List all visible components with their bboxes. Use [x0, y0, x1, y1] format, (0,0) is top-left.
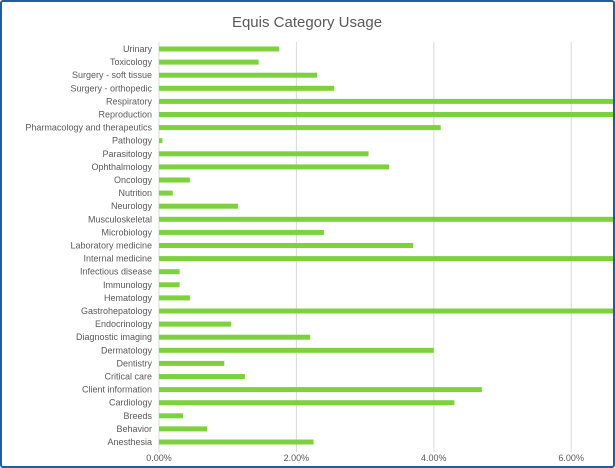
category-label: Dentistry — [116, 358, 152, 368]
bar — [159, 347, 434, 353]
bar — [159, 59, 259, 65]
category-label: Endocrinology — [95, 319, 153, 329]
category-label: Client information — [82, 385, 152, 395]
x-tick-labels: 0.00%2.00%4.00%6.00%8.00%10.00%12.00% — [146, 453, 584, 463]
bar — [159, 72, 318, 78]
bar — [159, 282, 180, 288]
category-label: Breeds — [123, 411, 152, 421]
bar — [159, 98, 613, 104]
bar — [159, 256, 613, 262]
category-label: Infectious disease — [80, 267, 152, 277]
bar — [159, 203, 239, 209]
bar — [159, 138, 163, 144]
category-label: Behavior — [116, 424, 152, 434]
category-label: Diagnostic imaging — [76, 332, 152, 342]
bar — [159, 426, 208, 432]
bar — [159, 387, 482, 393]
category-label: Urinary — [123, 44, 153, 54]
bar — [159, 360, 225, 366]
x-tick-label: 2.00% — [284, 453, 310, 463]
bar — [159, 112, 613, 117]
category-label: Critical care — [104, 372, 152, 382]
category-label: Musculoskeletal — [88, 214, 152, 224]
x-tick-label: 0.00% — [146, 453, 172, 463]
bar — [159, 151, 369, 157]
category-label: Cardiology — [109, 398, 153, 408]
category-label: Pathology — [112, 136, 153, 146]
bar — [159, 269, 180, 275]
category-label: Dermatology — [101, 345, 153, 355]
bar — [159, 190, 173, 196]
bar — [159, 295, 190, 301]
category-label: Oncology — [114, 175, 153, 185]
category-label: Anesthesia — [107, 437, 152, 447]
bar — [159, 216, 613, 222]
chart-title: Equis Category Usage — [232, 14, 382, 31]
x-tick-label: 4.00% — [421, 453, 447, 463]
bar — [159, 85, 335, 91]
bar — [159, 321, 232, 327]
category-label: Microbiology — [101, 227, 152, 237]
category-label: Respiratory — [106, 96, 153, 106]
category-label: Laboratory medicine — [70, 241, 152, 251]
bar — [159, 308, 613, 314]
bar — [159, 400, 455, 406]
bar — [159, 177, 190, 183]
category-label: Parasitology — [102, 149, 152, 159]
bars-group — [159, 46, 613, 445]
category-label: Toxicology — [110, 57, 153, 67]
category-label: Internal medicine — [83, 254, 152, 264]
category-labels: Urinary Toxicology Surgery - soft tissue Su… — [25, 44, 152, 447]
category-label: Immunology — [103, 280, 153, 290]
bar — [159, 125, 441, 131]
category-label: Neurology — [111, 201, 153, 211]
category-label: Pharmacology and therapeutics — [25, 123, 152, 133]
bar — [159, 374, 245, 379]
bar — [159, 413, 184, 419]
bar — [159, 334, 311, 340]
category-label: Surgery - orthopedic — [70, 83, 152, 93]
category-label: Surgery - soft tissue — [72, 70, 152, 80]
bar — [159, 164, 390, 170]
category-label: Nutrition — [118, 188, 152, 198]
bar — [159, 46, 280, 52]
category-label: Ophthalmology — [91, 162, 152, 172]
bar — [159, 439, 314, 445]
category-label: Gastrohepatology — [81, 306, 153, 316]
category-label: Reproduction — [98, 110, 152, 120]
x-tick-label: 6.00% — [558, 453, 584, 463]
bar — [159, 229, 324, 235]
bar — [159, 243, 414, 248]
category-label: Hematology — [104, 293, 153, 303]
